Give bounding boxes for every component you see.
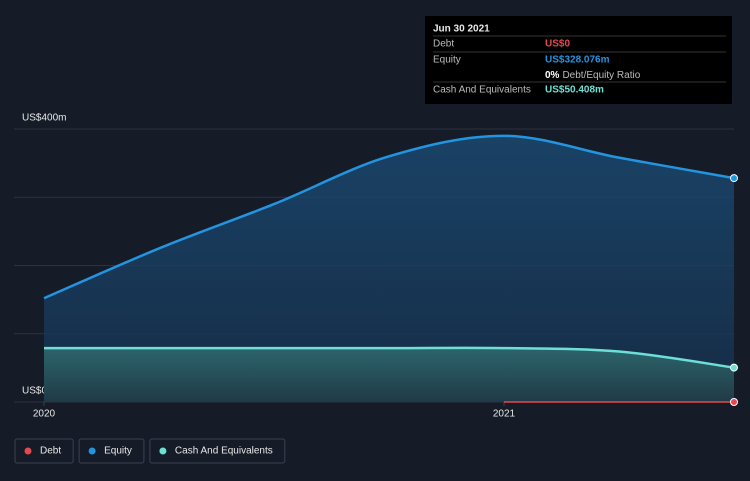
- legend-dot: [159, 447, 167, 455]
- legend-item[interactable]: Equity: [78, 438, 145, 464]
- legend-item[interactable]: Cash And Equivalents: [149, 438, 286, 464]
- end-point: [730, 363, 738, 372]
- legend-box[interactable]: [78, 438, 145, 464]
- ratio-value: 0%: [545, 70, 560, 81]
- area: [44, 135, 734, 402]
- legend-dot: [24, 447, 32, 455]
- line: [44, 346, 735, 369]
- legend-box[interactable]: [149, 438, 286, 464]
- tooltip-title: Jun 30 2021: [433, 24, 490, 35]
- end-point: [730, 398, 738, 406]
- x-tick-label: 2021: [493, 409, 516, 420]
- area: [44, 347, 734, 402]
- tooltip-label: Debt: [433, 39, 454, 50]
- legend-box[interactable]: [14, 438, 74, 464]
- x-tick-label: 2020: [33, 409, 56, 420]
- end-point: [730, 174, 738, 183]
- tooltip-value: US$328.076m: [545, 55, 610, 66]
- tooltip-value: US$50.408m: [545, 85, 604, 96]
- legend-dot: [88, 447, 96, 455]
- line: [43, 134, 735, 300]
- legend-label: Cash And Equivalents: [175, 446, 273, 457]
- ratio-text: Debt/Equity Ratio: [562, 70, 640, 81]
- legend-label: Equity: [104, 446, 132, 457]
- legend-label: Debt: [40, 446, 61, 457]
- y-tick-label: US$0: [22, 386, 47, 397]
- tooltip: Jun 30 2021 Debt US$0 Equity US$328.076m Cas…: [425, 16, 732, 104]
- y-tick-label: US$400m: [22, 113, 66, 124]
- legend-item[interactable]: Debt: [14, 438, 74, 464]
- tooltip-ratio: 0% Debt/Equity Ratio: [545, 70, 641, 81]
- tooltip-label: Cash And Equivalents: [433, 85, 531, 96]
- tooltip-value: US$0: [545, 39, 570, 50]
- tooltip-label: Equity: [433, 55, 461, 66]
- tooltip-box: [425, 16, 732, 104]
